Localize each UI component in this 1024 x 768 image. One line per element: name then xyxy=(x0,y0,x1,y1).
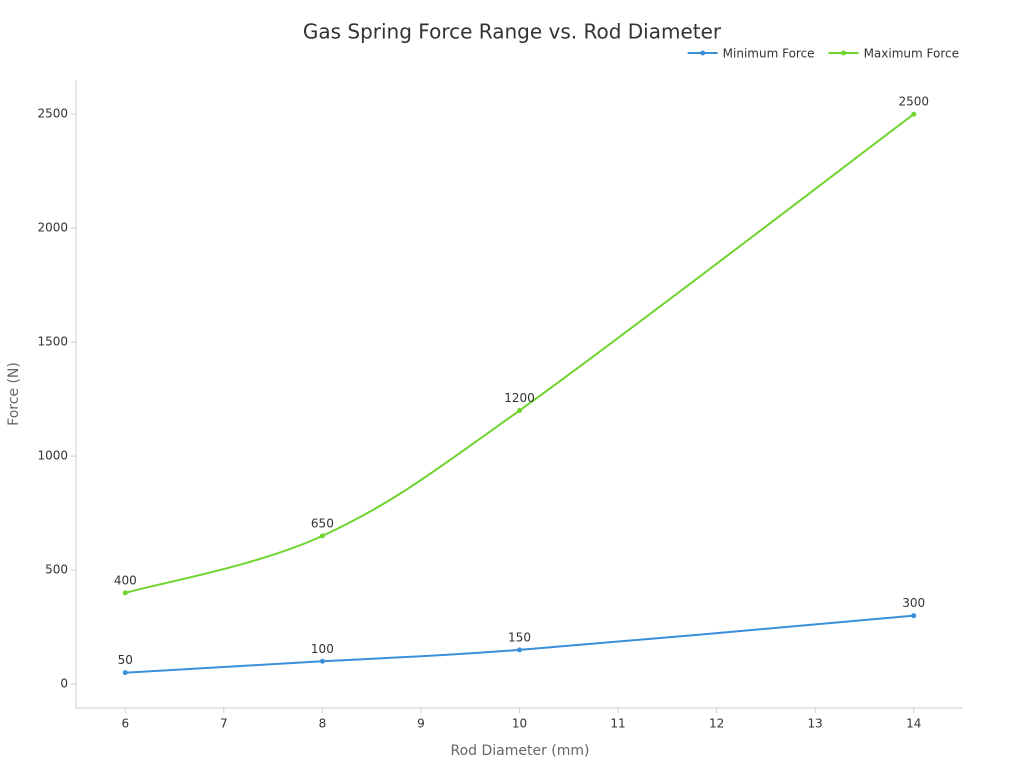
data-point xyxy=(319,533,325,539)
y-tick-label: 1500 xyxy=(37,335,68,349)
y-tick-label: 500 xyxy=(45,563,68,577)
x-tick-label: 9 xyxy=(417,717,425,731)
data-label: 400 xyxy=(114,573,137,587)
data-point xyxy=(319,658,325,664)
y-tick-label: 2500 xyxy=(37,107,68,121)
data-label: 1200 xyxy=(504,391,535,405)
x-tick-label: 12 xyxy=(709,717,724,731)
data-point xyxy=(122,670,128,676)
x-tick-label: 14 xyxy=(906,717,921,731)
data-point xyxy=(122,590,128,596)
data-point xyxy=(911,613,917,619)
chart-title: Gas Spring Force Range vs. Rod Diameter xyxy=(303,20,722,44)
y-tick-label: 0 xyxy=(60,677,68,691)
data-point xyxy=(911,111,917,117)
y-axis-label: Force (N) xyxy=(6,362,22,426)
legend-marker xyxy=(841,50,847,56)
legend-marker xyxy=(700,50,706,56)
data-label: 650 xyxy=(311,516,334,530)
data-label: 2500 xyxy=(898,95,929,109)
x-tick-label: 7 xyxy=(220,717,228,731)
x-tick-label: 8 xyxy=(319,717,327,731)
data-label: 100 xyxy=(311,642,334,656)
data-point xyxy=(517,408,522,414)
legend-label: Minimum Force xyxy=(723,47,815,61)
y-tick-label: 1000 xyxy=(37,449,68,463)
series-line xyxy=(125,113,915,594)
x-tick-label: 13 xyxy=(808,717,823,731)
y-tick-label: 2000 xyxy=(37,221,68,235)
legend-label: Maximum Force xyxy=(864,47,959,61)
x-tick-label: 10 xyxy=(512,717,527,731)
x-tick-label: 6 xyxy=(121,717,129,731)
data-point xyxy=(517,647,522,653)
data-label: 50 xyxy=(118,653,133,667)
data-label: 150 xyxy=(508,630,531,644)
x-tick-label: 11 xyxy=(610,717,625,731)
x-axis-label: Rod Diameter (mm) xyxy=(450,743,589,759)
series-line xyxy=(125,614,914,674)
data-label: 300 xyxy=(902,596,925,610)
